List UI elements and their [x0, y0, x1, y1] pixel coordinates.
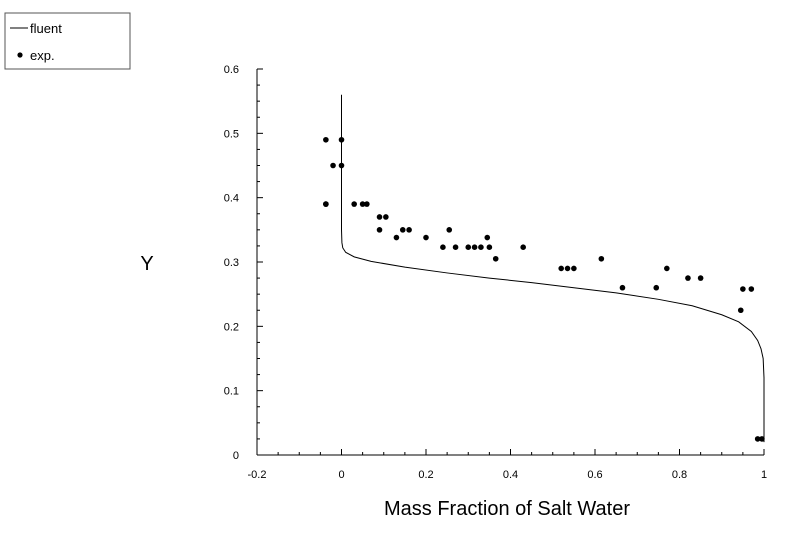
exp-data-point: [564, 265, 571, 272]
exp-data-point: [520, 244, 526, 251]
exp-data-point: [492, 255, 499, 262]
exp-data-point: [471, 244, 478, 251]
exp-data-point: [376, 214, 383, 220]
y-tick-label: 0.6: [224, 64, 239, 76]
x-axis-title: Mass Fraction of Salt Water: [384, 498, 630, 520]
exp-data-point: [737, 307, 744, 314]
exp-data-point: [478, 244, 484, 251]
exp-data-point: [465, 244, 472, 251]
x-tick-label: 0.6: [587, 469, 602, 481]
exp-data-point: [393, 234, 400, 241]
exp-data-point: [323, 136, 329, 143]
exp-data-point: [558, 265, 564, 272]
exp-data-point: [740, 286, 746, 292]
exp-data-point: [364, 201, 370, 207]
legend: fluent exp.: [4, 12, 131, 70]
exp-data-point: [406, 227, 412, 233]
x-tick-label: 0.4: [503, 469, 518, 481]
x-tick-label: 0.2: [418, 469, 433, 481]
legend-entry-exp: exp.: [30, 48, 55, 63]
legend-dot-marker: [17, 52, 23, 58]
axes: -0.2 0 0.2 0.4 0.6 0.8 1 0 0.1 0.2 0.3 0.4 0.5 0.6: [224, 64, 767, 481]
exp-data-point: [446, 227, 453, 233]
exp-data-point: [452, 244, 459, 251]
x-tick-label: 0: [338, 469, 344, 481]
y-tick-label: 0.2: [224, 321, 239, 333]
exp-data-point: [697, 275, 704, 281]
exp-data-point: [330, 162, 336, 169]
exp-data-point: [338, 136, 345, 143]
exp-data-point: [759, 436, 765, 442]
exp-data-point: [486, 244, 493, 251]
exp-data-point: [748, 286, 755, 292]
y-tick-label: 0.3: [224, 257, 239, 269]
exp-data-point: [383, 214, 389, 220]
fluent-line: [341, 94, 765, 443]
legend-entry-fluent: fluent: [30, 21, 62, 36]
x-tick-label: 0.8: [672, 469, 687, 481]
fluent-series: [341, 94, 765, 443]
y-tick-label: 0.5: [224, 128, 239, 140]
exp-data-point: [598, 255, 605, 262]
y-axis-title: Y: [140, 253, 153, 275]
exp-data-point: [754, 436, 761, 442]
exp-data-point: [653, 284, 660, 291]
exp-data-point: [571, 265, 577, 272]
exp-data-point: [664, 265, 670, 272]
x-tick-label: -0.2: [248, 469, 267, 481]
exp-data-point: [351, 201, 357, 207]
exp-data-point: [338, 162, 345, 169]
y-tick-label: 0.4: [224, 193, 239, 205]
exp-data-point: [376, 227, 383, 233]
exp-data-point: [685, 275, 691, 281]
exp-data-point: [619, 284, 626, 291]
exp-data-point: [423, 234, 429, 241]
exp-data-point: [399, 227, 406, 233]
exp-data-point: [484, 234, 491, 241]
exp-data-point: [323, 201, 329, 207]
x-tick-label: 1: [761, 469, 767, 481]
y-tick-label: 0: [233, 450, 239, 462]
legend-box: [4, 12, 131, 70]
exp-series: [323, 136, 765, 442]
exp-data-point: [440, 244, 446, 251]
exp-data-point: [359, 201, 366, 207]
y-tick-label: 0.1: [224, 386, 239, 398]
